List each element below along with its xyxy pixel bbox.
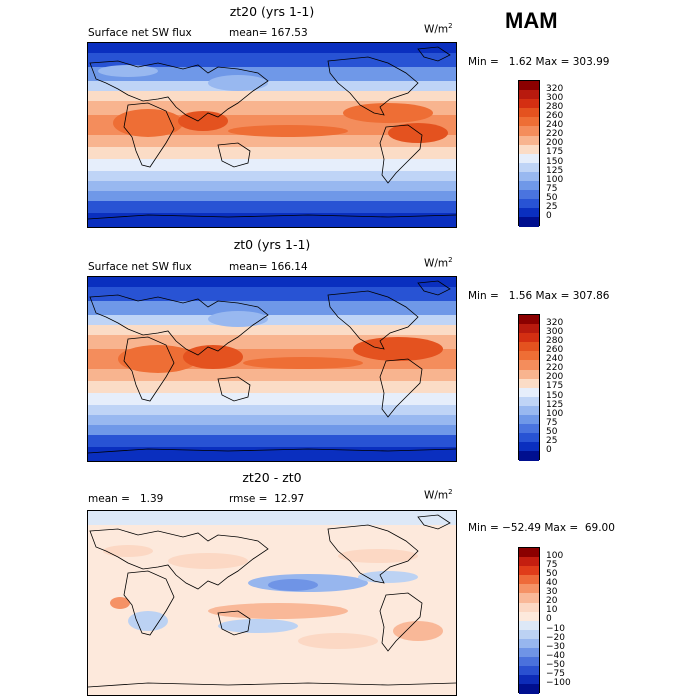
panel-3-minmax: Min = −52.49 Max = 69.00 <box>468 522 615 534</box>
colorbar-tick: 300 <box>546 326 564 337</box>
panel-3-mean: mean = 1.39 <box>88 493 164 505</box>
colorbar-tick: 50 <box>546 427 558 438</box>
panel-1-mean: mean= 167.53 <box>229 27 308 39</box>
colorbar-tick: 0 <box>546 445 552 456</box>
colorbar-tick: 280 <box>546 335 564 346</box>
colorbar-tick: 200 <box>546 138 564 149</box>
colorbar-tick: 150 <box>546 390 564 401</box>
colorbar-tick: 280 <box>546 101 564 112</box>
colorbar-tick: 100 <box>546 174 564 185</box>
colorbar-tick: −75 <box>546 669 565 680</box>
colorbar-tick: 320 <box>546 83 564 94</box>
colorbar-tick: 240 <box>546 120 564 131</box>
colorbar-tick: −20 <box>546 632 565 643</box>
colorbar-tick: 100 <box>546 550 564 561</box>
colorbar-tick: 150 <box>546 156 564 167</box>
panel-1-field-label: Surface net SW flux <box>88 27 192 39</box>
colorbar-tick: 260 <box>546 110 564 121</box>
panel-3-colorbar <box>518 547 540 694</box>
panel-2-title: zt0 (yrs 1-1) <box>233 237 311 252</box>
colorbar-tick: −10 <box>546 623 565 634</box>
colorbar-tick: 220 <box>546 363 564 374</box>
colorbar-tick: 25 <box>546 202 558 213</box>
colorbar-tick: 25 <box>546 436 558 447</box>
colorbar-tick: 0 <box>546 614 552 625</box>
panel-1-units: W/m2 <box>424 22 453 36</box>
colorbar-tick: 220 <box>546 129 564 140</box>
colorbar-tick: 300 <box>546 92 564 103</box>
panel-2-units: W/m2 <box>424 256 453 270</box>
colorbar-tick: −50 <box>546 660 565 671</box>
panel-1-minmax: Min = 1.62 Max = 303.99 <box>468 56 610 68</box>
colorbar-tick: 50 <box>546 193 558 204</box>
panel-1-title: zt20 (yrs 1-1) <box>229 4 315 19</box>
colorbar-tick: 125 <box>546 399 564 410</box>
panel-3-title: zt20 - zt0 <box>242 470 302 485</box>
panel-2-field-label: Surface net SW flux <box>88 261 192 273</box>
panel-3-rmse: rmse = 12.97 <box>229 493 305 505</box>
colorbar-tick: −100 <box>546 678 571 689</box>
colorbar-tick: −40 <box>546 650 565 661</box>
panel-2-minmax: Min = 1.56 Max = 307.86 <box>468 290 610 302</box>
colorbar-tick: 10 <box>546 605 558 616</box>
colorbar-tick: 175 <box>546 147 564 158</box>
colorbar-tick: 0 <box>546 211 552 222</box>
panel-2-mean: mean= 166.14 <box>229 261 308 273</box>
colorbar-tick: 260 <box>546 344 564 355</box>
colorbar-tick: 200 <box>546 372 564 383</box>
panel-2-map <box>87 276 457 462</box>
colorbar-tick: 175 <box>546 381 564 392</box>
colorbar-tick: 40 <box>546 577 558 588</box>
season-label: MAM <box>505 8 558 33</box>
colorbar-tick: 50 <box>546 568 558 579</box>
panel-2-colorbar <box>518 314 540 461</box>
colorbar-tick: 320 <box>546 317 564 328</box>
colorbar-tick: 75 <box>546 417 558 428</box>
colorbar-tick: 30 <box>546 587 558 598</box>
colorbar-tick: −30 <box>546 641 565 652</box>
panel-3-units: W/m2 <box>424 488 453 502</box>
colorbar-tick: 75 <box>546 559 558 570</box>
colorbar-tick: 100 <box>546 408 564 419</box>
panel-1-map <box>87 42 457 228</box>
colorbar-tick: 75 <box>546 183 558 194</box>
colorbar-tick: 20 <box>546 596 558 607</box>
colorbar-tick: 125 <box>546 165 564 176</box>
colorbar-tick: 240 <box>546 354 564 365</box>
panel-3-map <box>87 510 457 696</box>
panel-1-colorbar <box>518 80 540 227</box>
